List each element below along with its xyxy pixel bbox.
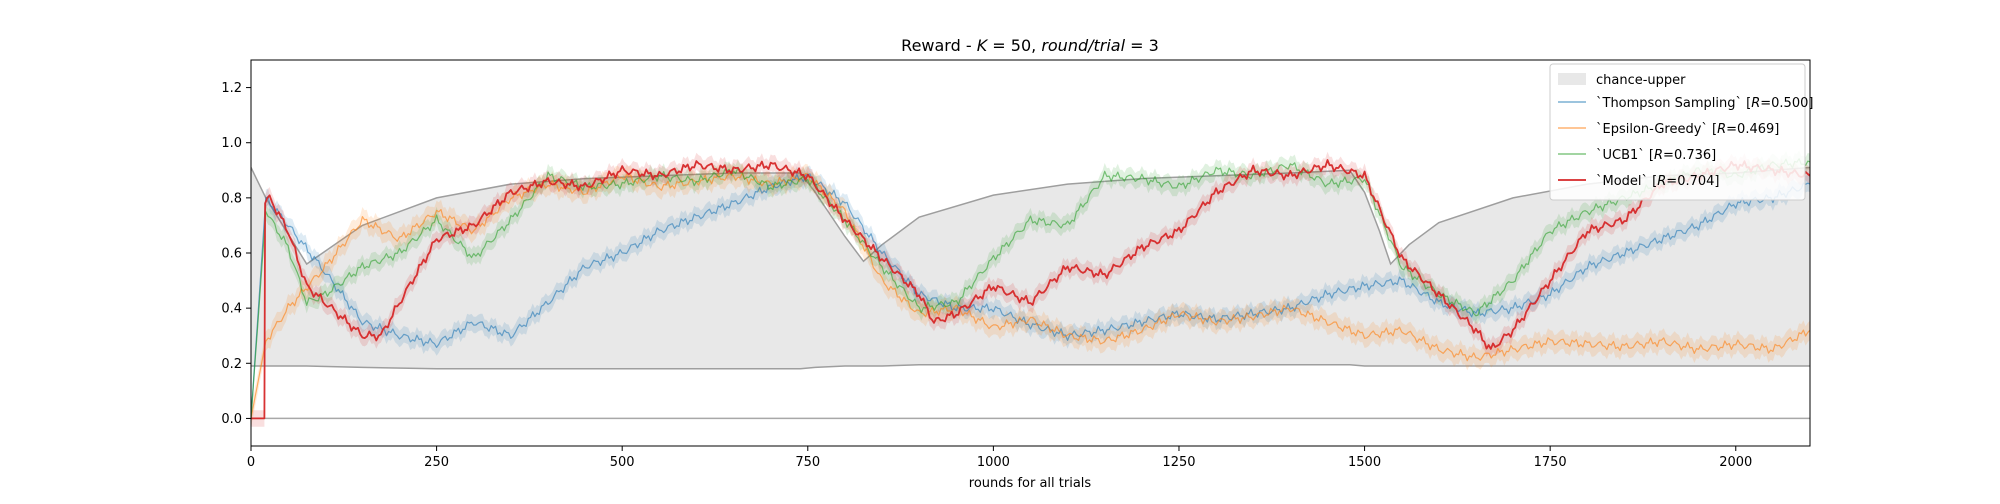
chance-lower-line	[251, 363, 1810, 370]
x-axis-label: rounds for all trials	[969, 476, 1092, 491]
band-ucb1-r-0-736	[251, 150, 1810, 427]
y-tick-label: 1.0	[221, 136, 242, 151]
x-tick-label: 1500	[1348, 455, 1381, 470]
x-tick-label: 500	[610, 455, 635, 470]
y-tick-label: 0.4	[221, 302, 242, 317]
y-tick-label: 0.2	[221, 357, 242, 372]
x-tick-label: 1250	[1162, 455, 1195, 470]
series-line-model-r-0-704	[251, 159, 1810, 420]
legend: chance-upper `Thompson Sampling` [R=0.50…	[1549, 63, 1813, 201]
x-tick-label: 0	[247, 455, 255, 470]
x-tick-label: 750	[795, 455, 820, 470]
legend-label-ucb1-r-0-736: `UCB1` [R=0.736]	[1596, 148, 1716, 163]
y-axis: 0.0 0.2 0.4 0.6 0.8 1.0 1.2	[221, 81, 251, 427]
chart-title: Reward - K = 50, round/trial = 3	[901, 36, 1159, 55]
legend-label-model-r-0-704: `Model` [R=0.704]	[1596, 174, 1719, 189]
legend-label-chance-upper: chance-upper	[1596, 73, 1686, 88]
y-tick-label: 0.6	[221, 247, 242, 262]
y-tick-label: 0.0	[221, 412, 242, 427]
x-tick-label: 250	[424, 455, 449, 470]
series-line-ucb1-r-0-736	[251, 158, 1810, 419]
confidence-bands-layer	[251, 150, 1810, 429]
y-tick-label: 1.2	[221, 81, 242, 96]
plot-area	[251, 150, 1810, 429]
chance-upper-line	[251, 166, 1810, 266]
x-tick-label: 1000	[977, 455, 1010, 470]
y-tick-label: 0.8	[221, 191, 242, 206]
legend-label-epsilon-greedy-r-0-469: `Epsilon-Greedy` [R=0.469]	[1596, 122, 1779, 137]
band-thompson-sampling-r-0-500	[251, 165, 1810, 427]
legend-box	[1549, 63, 1806, 201]
x-axis: 0 250 500 750 1000 1250 1500 1750 2000	[247, 446, 1752, 470]
series-line-thompson-sampling-r-0-500	[251, 173, 1810, 419]
series-lines-layer	[251, 158, 1810, 420]
chance-band-layer	[251, 166, 1810, 370]
x-tick-label: 1750	[1534, 455, 1567, 470]
chance-band-fill	[251, 167, 1810, 369]
x-tick-label: 2000	[1719, 455, 1752, 470]
legend-swatch-chance-upper	[1558, 73, 1586, 85]
series-line-epsilon-greedy-r-0-469	[251, 172, 1810, 419]
legend-label-thompson-sampling-r-0-500: `Thompson Sampling` [R=0.500]	[1596, 96, 1813, 111]
